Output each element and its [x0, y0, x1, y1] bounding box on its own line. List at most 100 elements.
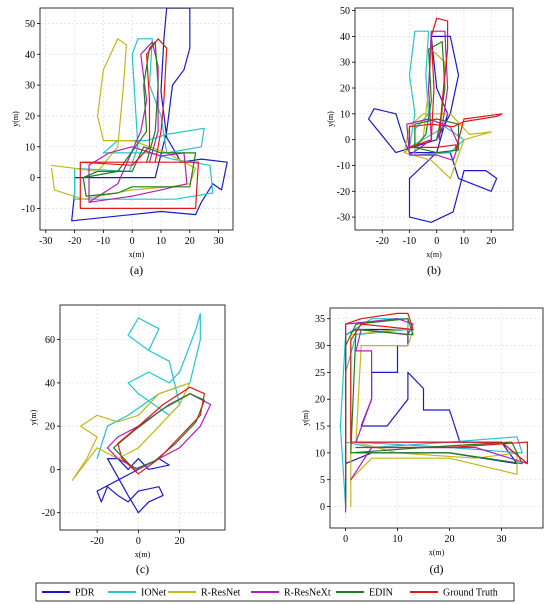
y-tick-label: 10: [340, 109, 350, 120]
panel-caption: (a): [130, 263, 143, 277]
x-tick-label: 20: [486, 236, 496, 247]
legend-label: R-ResNet: [201, 588, 241, 599]
traces: [339, 312, 528, 513]
legend-label: R-ResNeXt: [284, 588, 331, 599]
x-tick-label: 20: [175, 536, 185, 547]
x-axis-label: x(m): [426, 250, 442, 259]
y-tick-label: 20: [340, 84, 350, 95]
legend-item-r-resnet: R-ResNet: [168, 588, 241, 599]
plot-frame: [329, 307, 544, 529]
y-tick-label: 60: [45, 335, 55, 346]
y-axis-label: y(m): [11, 111, 20, 127]
y-tick-label: -10: [337, 161, 350, 172]
trace-ionet: [339, 318, 523, 508]
y-tick-label: 30: [315, 341, 325, 352]
trace-edin: [345, 318, 523, 508]
y-tick-label: 35: [315, 314, 325, 325]
y-tick-label: -20: [337, 187, 350, 198]
panel-d: 0 10 20 30 0 5 10 15 20 25 30 35 x(m) y(m) (d): [301, 307, 544, 576]
x-tick-label: 0: [434, 236, 439, 247]
x-tick-label: 30: [214, 236, 224, 247]
x-tick-label: 10: [156, 236, 166, 247]
trace-ionet: [74, 38, 214, 200]
y-tick-label: 30: [25, 81, 35, 92]
trace-ground-truth: [79, 38, 199, 209]
y-tick-label: 30: [340, 58, 350, 69]
y-tick-label: 20: [45, 422, 55, 433]
x-tick-label: 0: [343, 534, 348, 545]
y-tick-label: 0: [320, 502, 325, 513]
x-axis-label: x(m): [429, 548, 445, 557]
y-tick-label: 20: [315, 395, 325, 406]
y-tick-label: 15: [315, 422, 325, 433]
panel-caption: (c): [136, 562, 149, 576]
x-tick-label: 30: [496, 534, 506, 545]
y-tick-label: 20: [25, 111, 35, 122]
y-tick-label: 0: [345, 135, 350, 146]
trace-r-resnext: [345, 318, 528, 513]
trace-pdr: [96, 458, 170, 514]
panel-caption: (d): [430, 562, 444, 576]
trace-ground-truth: [345, 312, 528, 502]
legend-item-ground-truth: Ground Truth: [410, 588, 498, 599]
trace-r-resnext: [406, 30, 460, 161]
legend-label: Ground Truth: [443, 588, 498, 599]
y-tick-label: 50: [25, 19, 35, 30]
trace-r-resnet: [50, 38, 197, 200]
y-axis-label: y(m): [29, 409, 38, 425]
x-tick-label: -20: [68, 236, 81, 247]
legend-item-edin: EDIN: [336, 588, 393, 599]
y-tick-label: 25: [315, 368, 325, 379]
trace-r-resnet: [403, 48, 492, 179]
y-tick-label: -20: [42, 508, 55, 519]
trace-ground-truth: [117, 386, 205, 475]
y-tick-label: -30: [337, 213, 350, 224]
y-tick-label: 40: [25, 50, 35, 61]
legend: PDR IONet R-ResNet R-ResNeXt EDIN Ground Trut…: [35, 582, 515, 602]
legend-label: EDIN: [369, 588, 393, 599]
x-tick-label: 10: [459, 236, 469, 247]
y-tick-label: 5: [320, 475, 325, 486]
trace-pdr: [71, 8, 228, 222]
y-tick-label: 0: [30, 173, 35, 184]
legend-item-ionet: IONet: [108, 588, 166, 599]
x-tick-label: 20: [444, 534, 454, 545]
y-axis-label: y(m): [301, 410, 310, 426]
y-tick-label: 40: [340, 32, 350, 43]
plot-frame: [59, 304, 226, 531]
traces: [50, 8, 228, 222]
x-tick-label: 20: [185, 236, 195, 247]
legend-item-r-resnext: R-ResNeXt: [251, 588, 331, 599]
legend-item-pdr: PDR: [42, 588, 95, 599]
trace-r-resnext: [88, 41, 188, 203]
x-tick-label: -30: [39, 236, 52, 247]
x-axis-label: x(m): [135, 550, 151, 559]
trace-edin: [82, 41, 197, 197]
panel-b: -20 -10 0 10 20 -30 -20 -10 0 10 20 30 40 50 x(m) y(m) (…: [326, 6, 514, 277]
y-axis-label: y(m): [326, 111, 335, 127]
legend-label: PDR: [75, 588, 95, 599]
x-tick-label: -10: [97, 236, 110, 247]
x-tick-label: 10: [393, 534, 403, 545]
traces: [368, 17, 503, 223]
panel-a: -30 -20 -10 0 10 20 30 -10 0 10 20 30 40 50 x(m) y(m) (a…: [11, 7, 234, 277]
traces: [71, 313, 212, 514]
y-tick-label: 0: [50, 465, 55, 476]
y-tick-label: -10: [22, 204, 35, 215]
x-tick-label: 0: [130, 236, 135, 247]
legend-label: IONet: [141, 588, 166, 599]
panel-c: -20 0 20 -20 0 20 40 60 x(m) y(m) (c): [29, 304, 226, 576]
y-tick-label: 40: [45, 378, 55, 389]
trace-pdr: [345, 328, 518, 497]
x-tick-label: -20: [90, 536, 103, 547]
y-tick-label: 10: [315, 448, 325, 459]
trace-edin: [113, 393, 205, 470]
panel-caption: (b): [427, 263, 441, 277]
x-axis-label: x(m): [129, 250, 145, 259]
plot-frame: [39, 7, 234, 231]
y-tick-label: 10: [25, 142, 35, 153]
x-tick-label: -20: [376, 236, 389, 247]
trace-ground-truth: [408, 17, 503, 151]
x-tick-label: 0: [136, 536, 141, 547]
